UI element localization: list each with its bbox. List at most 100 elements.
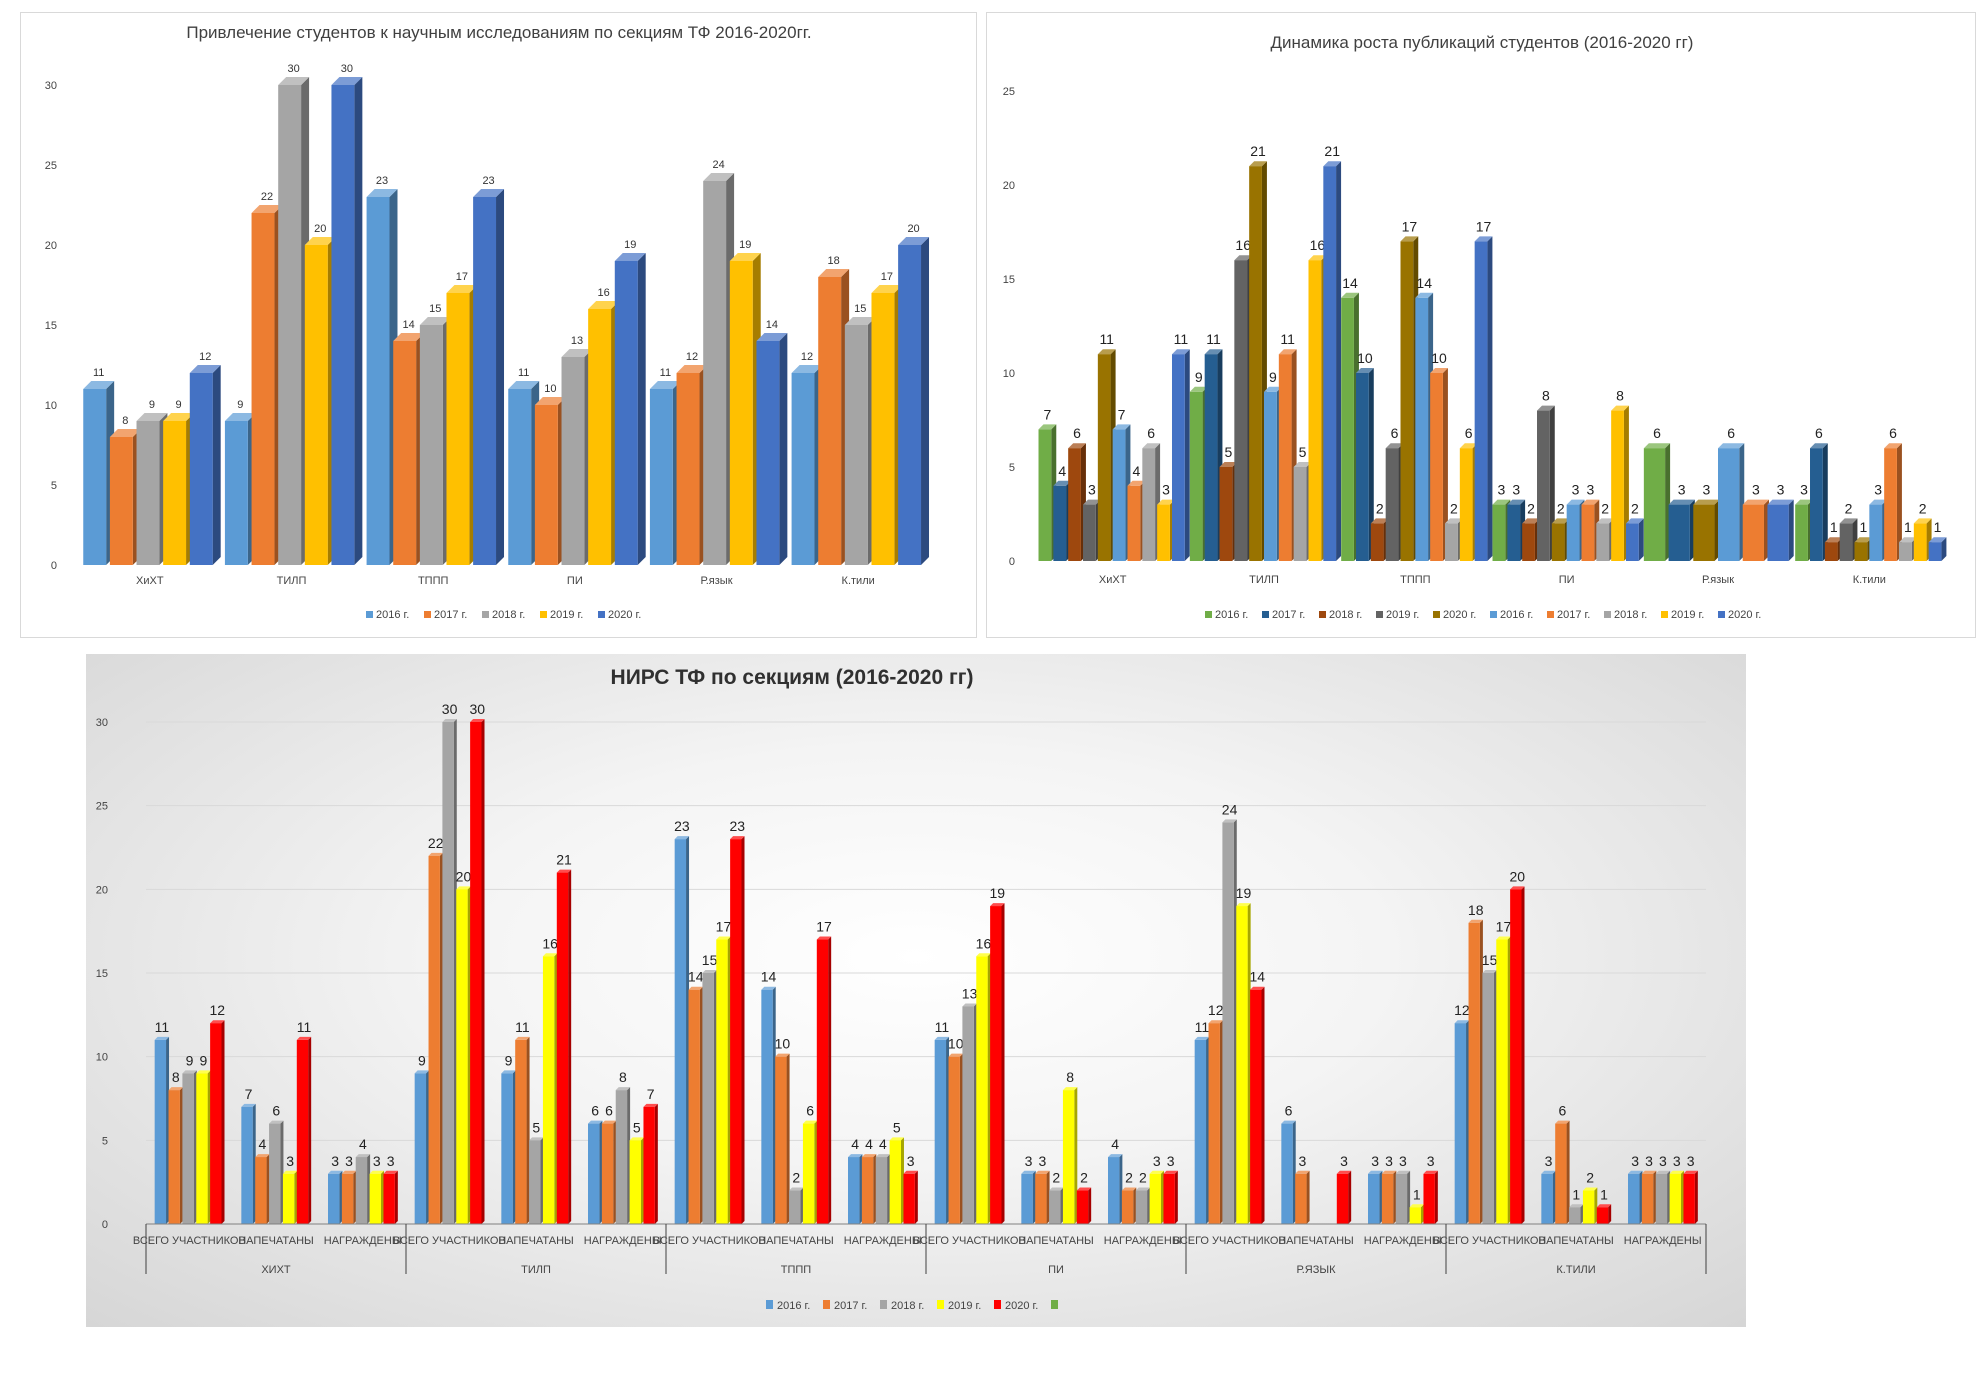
data-label: 9 [237,399,243,411]
bar-5-4-side [654,1103,658,1224]
bar-10-0-front [1021,1173,1033,1224]
bar-ПИ-5-front [1566,504,1580,561]
bar-6-0-top [674,836,690,840]
data-label: 3 [1167,1153,1175,1169]
group-label: Р.ЯЗЫК [1296,1264,1336,1276]
legend-swatch [937,1300,944,1309]
bar-ХиХТ-2-top [1068,443,1086,449]
bar-Р.язык-0-front [649,389,673,565]
bar-10-0 [1021,1170,1036,1224]
bar-10-1-top [1035,1170,1050,1174]
bar-ПИ-9-top [1625,518,1644,524]
bar-ХиХТ-1 [109,429,141,565]
bar-ХиХТ-4-front [1097,354,1111,561]
data-label: 6 [1558,1103,1566,1119]
data-label: 6 [1285,1103,1293,1119]
bar-2-4 [383,1170,398,1224]
bar-13-4-front [1336,1173,1349,1224]
category-label: К.тили [842,575,875,587]
bar-ХиХТ-4-top [189,365,221,373]
data-label: 19 [990,885,1006,901]
legend-label: 2019 г. [1671,609,1704,621]
bar-ТИЛП-4-top [331,77,363,85]
bar-ПИ-3-top [588,301,620,309]
bar-6-1-top [688,986,703,990]
bar-ТИЛП-4-front [1249,166,1262,561]
bar-ХиХТ-3-front [163,421,187,565]
legend-swatch [424,611,431,618]
data-label: 3 [1371,1153,1379,1169]
data-label: 8 [1066,1069,1074,1085]
bar-ХиХТ-4 [189,365,221,565]
data-label: 3 [1427,1153,1435,1169]
bar-Р.язык-1-front [1668,504,1690,561]
data-label: 4 [865,1136,873,1152]
bar-7-0-side [772,986,776,1224]
bar-15-4-front [1510,889,1522,1224]
bar-17-3-front [1669,1173,1681,1224]
bar-13-0-side [1292,1120,1296,1224]
bar-ТППП-4 [473,189,505,565]
group-label: ПИ [1048,1264,1064,1276]
data-label: 9 [418,1052,426,1068]
bar-17-2-side [1667,1170,1671,1224]
bar-ПИ-2-front [561,357,585,565]
bar-11-1-side [1133,1187,1137,1224]
data-label: 20 [314,223,326,235]
data-label: 16 [1310,237,1326,253]
data-label: 30 [341,63,353,75]
data-label: 2 [1586,1170,1594,1186]
bar-ПИ-1-front [534,405,558,565]
bar-0-4-front [210,1023,222,1224]
bar-11-2-top [1135,1187,1151,1191]
bar-5-3-side [640,1137,644,1224]
bar-ХиХТ-7-top [1142,443,1161,449]
bar-5-2-top [615,1087,631,1091]
legend-label: 2016 г. [1500,609,1533,621]
bar-2-1-top [341,1170,357,1174]
bar-16-3-side [1594,1187,1598,1224]
bar-2-3-side [380,1170,384,1224]
category-label: Р.язык [1702,574,1734,586]
bar-16-2-side [1580,1204,1584,1224]
legend-swatch [482,611,489,618]
data-label: 3 [1162,482,1170,498]
data-label: 4 [1111,1136,1119,1152]
bar-ТИЛП-0 [224,413,256,565]
data-label: 6 [1391,425,1399,441]
bar-ХиХТ-9 [1171,349,1190,561]
bar-14-4-front [1423,1173,1435,1224]
bar-15-0-top [1454,1020,1470,1024]
bar-15-3 [1496,936,1511,1224]
data-label: 6 [1889,425,1897,441]
bar-6-3-side [727,936,731,1224]
data-label: 11 [1174,331,1189,347]
bar-12-0-top [1194,1036,1210,1040]
bar-ХиХТ-3-front [1083,504,1096,561]
bar-5-2-front [615,1090,628,1224]
bar-К.тили-2-top [1824,537,1843,543]
bar-4-4-side [568,869,572,1224]
bar-Р.язык-4 [756,333,788,565]
bar-9-3-front [976,956,988,1224]
bar-14-2-top [1395,1170,1411,1174]
data-label: 2 [792,1170,800,1186]
chart-title: Привлечение студентов к научным исследов… [186,23,811,42]
data-label: 16 [597,287,609,299]
data-label: 7 [245,1086,253,1102]
data-label: 11 [518,367,529,379]
bar-8-0 [848,1154,863,1224]
data-label: 14 [766,319,778,331]
bar-11-3-side [1160,1170,1164,1224]
bar-3-3 [456,886,471,1224]
data-label: 24 [713,159,725,171]
data-label: 5 [1224,444,1232,460]
bar-ПИ-2-top [561,349,593,357]
legend-swatch [366,611,373,618]
data-label: 17 [1496,919,1512,935]
bar-Р.язык-4-front [756,341,780,565]
bar-ТППП-1 [1356,368,1374,561]
bar-6-2 [702,970,717,1224]
subcategory-label: НАГРАЖДЕНЫ [1624,1235,1702,1247]
subcategory-label: ВСЕГО УЧАСТНИКОВ [913,1235,1026,1247]
